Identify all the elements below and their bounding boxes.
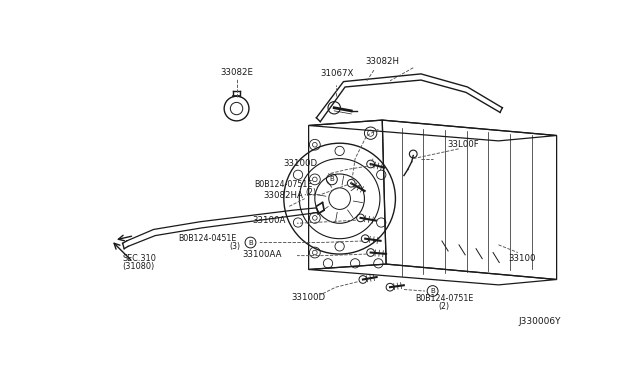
Text: J330006Y: J330006Y bbox=[518, 317, 561, 326]
Text: 33100AA: 33100AA bbox=[242, 250, 282, 259]
Text: 33082HA: 33082HA bbox=[263, 191, 303, 200]
Text: (3): (3) bbox=[229, 242, 241, 251]
Text: (31080): (31080) bbox=[123, 262, 155, 271]
Text: B0B124-0751E: B0B124-0751E bbox=[254, 180, 312, 189]
Text: 33082E: 33082E bbox=[220, 68, 253, 77]
Text: B0B124-0451E: B0B124-0451E bbox=[179, 234, 237, 243]
Text: B: B bbox=[430, 288, 435, 294]
Text: (2): (2) bbox=[439, 302, 450, 311]
Text: B0B124-0751E: B0B124-0751E bbox=[415, 294, 474, 303]
Text: B: B bbox=[330, 176, 334, 182]
Text: 33100: 33100 bbox=[508, 254, 536, 263]
Text: 33100A: 33100A bbox=[252, 216, 285, 225]
Text: (2): (2) bbox=[305, 188, 316, 197]
Text: 31067X: 31067X bbox=[321, 70, 354, 78]
Text: SEC.310: SEC.310 bbox=[123, 254, 157, 263]
Text: 33100D: 33100D bbox=[283, 160, 317, 169]
Text: B: B bbox=[248, 240, 253, 246]
Text: 33100D: 33100D bbox=[292, 293, 326, 302]
Text: 33L00F: 33L00F bbox=[448, 140, 479, 149]
Text: 33082H: 33082H bbox=[365, 57, 399, 66]
